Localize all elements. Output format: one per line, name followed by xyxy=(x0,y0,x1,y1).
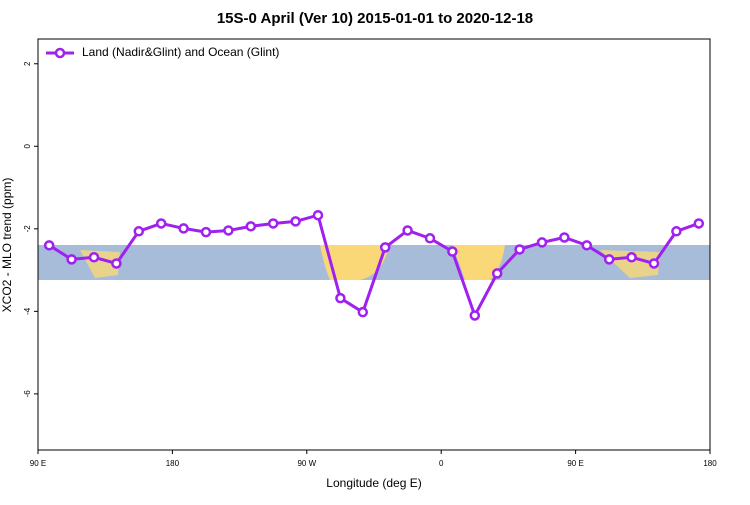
x-tick-label: 180 xyxy=(703,459,717,468)
point xyxy=(245,221,257,232)
y-tick-label: -2 xyxy=(23,225,32,233)
point xyxy=(267,218,279,229)
point xyxy=(133,226,145,237)
point xyxy=(200,226,212,238)
point xyxy=(379,242,391,253)
point xyxy=(312,209,324,221)
plot-frame xyxy=(37,38,711,451)
x-axis-label: Longitude (deg E) xyxy=(326,476,421,490)
point xyxy=(223,225,234,236)
legend-marker xyxy=(54,47,66,59)
x-tick-label: 90 W xyxy=(297,459,316,468)
point xyxy=(491,268,503,279)
point xyxy=(155,218,167,229)
x-tick-label: 180 xyxy=(166,459,180,468)
point xyxy=(581,240,593,251)
point xyxy=(536,237,548,248)
x-tick-label: 90 E xyxy=(567,459,583,468)
point xyxy=(290,216,301,227)
x-tick-label: 90 E xyxy=(30,459,46,468)
y-tick-label: 0 xyxy=(23,144,32,149)
point xyxy=(335,292,346,304)
point xyxy=(111,258,122,269)
point xyxy=(66,254,77,265)
point xyxy=(447,246,458,257)
point xyxy=(424,233,436,244)
point xyxy=(626,252,637,263)
point xyxy=(671,226,682,237)
point xyxy=(469,310,481,321)
point xyxy=(357,306,369,318)
y-tick-label: 2 xyxy=(23,61,32,66)
y-tick-label: -4 xyxy=(23,307,32,315)
y-axis-label: XCO2 - MLO trend (ppm) xyxy=(0,178,14,313)
point xyxy=(514,244,525,255)
y-tick-label: -6 xyxy=(23,390,32,398)
land-africa xyxy=(452,245,505,280)
legend-label: Land (Nadir&Glint) and Ocean (Glint) xyxy=(82,45,279,59)
point xyxy=(178,223,189,234)
point xyxy=(648,258,660,269)
point xyxy=(559,232,570,243)
point xyxy=(88,252,100,263)
x-tick-label: 0 xyxy=(439,459,444,468)
point xyxy=(402,225,413,236)
point xyxy=(693,218,705,229)
chart-title: 15S-0 April (Ver 10) 2015-01-01 to 2020-… xyxy=(217,10,533,27)
point xyxy=(603,254,615,265)
point xyxy=(43,240,55,251)
land-south-america xyxy=(320,245,390,280)
